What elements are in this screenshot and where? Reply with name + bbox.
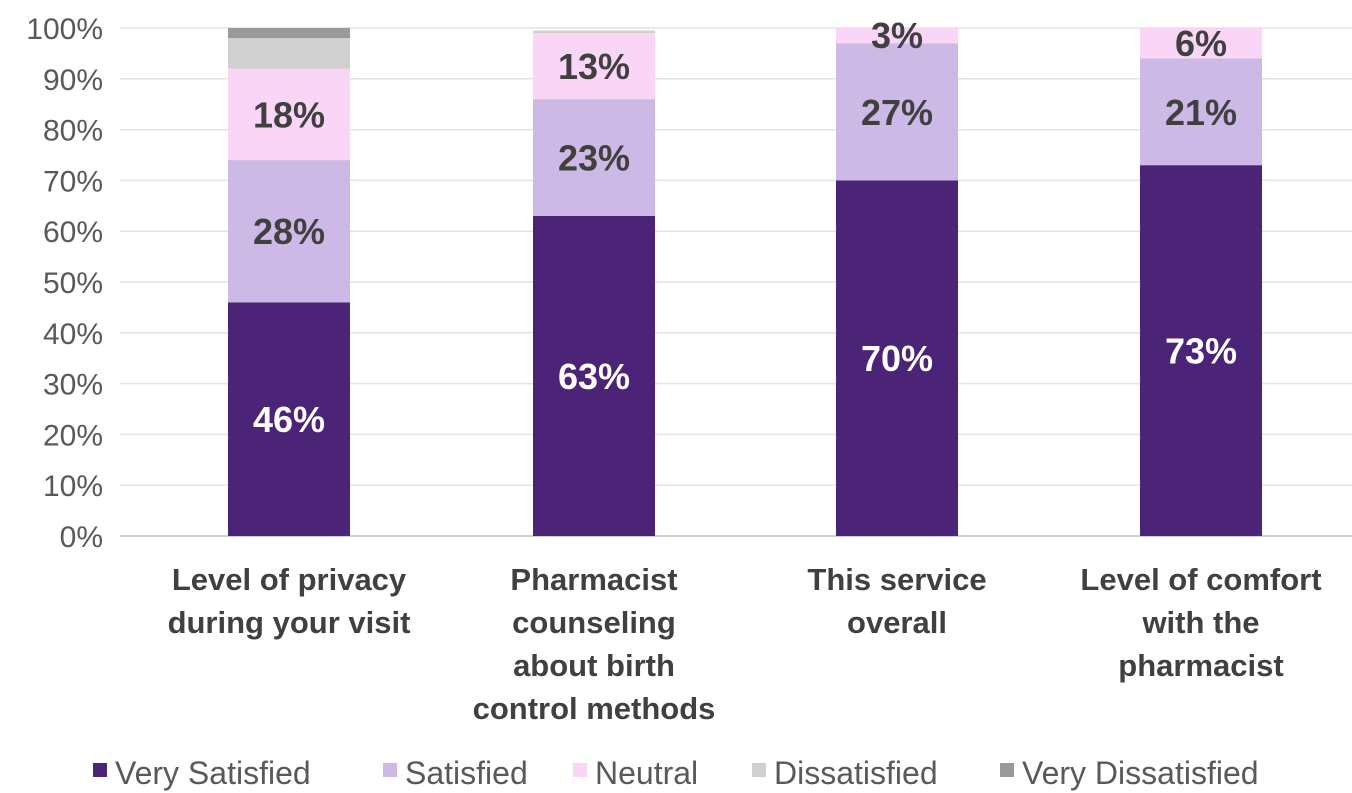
bar-segment-very-satisfied (228, 302, 350, 536)
bar-segment-very-satisfied (533, 215, 655, 536)
x-category-label-line: This service (807, 562, 986, 597)
legend-label: Very Dissatisfied (1022, 755, 1259, 791)
x-category-label-line: overall (847, 605, 947, 640)
x-category-label: Level of privacy during your visit (168, 562, 411, 640)
y-tick-label: 10% (43, 470, 103, 503)
legend-label: Satisfied (405, 755, 528, 791)
x-category-label: This service overall (807, 562, 986, 640)
legend-swatch (573, 763, 587, 777)
x-category-label: Pharmacist counseling about birth control m… (473, 562, 716, 726)
bar-segment-neutral (228, 68, 350, 161)
bar-segment-dissatisfied (228, 38, 350, 69)
x-category-label-line: Level of comfort (1080, 562, 1321, 597)
y-axis: 0% 10% 20% 30% 40% 50% 60% 70% 80% 90% 100% (26, 13, 103, 554)
bar-segment-satisfied (533, 99, 655, 216)
bar-segment-very-satisfied (1140, 165, 1262, 536)
data-label: 18% (253, 94, 325, 135)
x-category-label-line: during your visit (168, 605, 411, 640)
y-tick-label: 30% (43, 369, 103, 402)
legend-swatch (1000, 763, 1014, 777)
legend-label: Neutral (595, 755, 698, 791)
y-tick-label: 70% (43, 165, 103, 198)
bar-segment-very-satisfied (836, 180, 958, 536)
data-label: 6% (1175, 23, 1227, 64)
x-category-label: Level of comfort with the pharmacist (1080, 562, 1321, 683)
x-category-label-line: about birth (513, 648, 675, 683)
data-label: 70% (861, 338, 933, 379)
legend: Very Satisfied Satisfied Neutral Dissatisfi… (93, 755, 1259, 791)
data-label: 21% (1165, 92, 1237, 133)
bar-segment-satisfied (836, 43, 958, 181)
y-tick-label: 20% (43, 419, 103, 452)
y-tick-label: 100% (26, 13, 103, 46)
data-label: 63% (558, 356, 630, 397)
x-category-label-line: control methods (473, 691, 716, 726)
legend-label: Dissatisfied (774, 755, 938, 791)
bar-segment-satisfied (228, 160, 350, 303)
y-tick-label: 60% (43, 216, 103, 249)
bar-segment-neutral (1140, 28, 1262, 59)
x-category-label-line: with the (1141, 605, 1259, 640)
bar-segment-neutral (836, 28, 958, 44)
data-labels: 46% 28% 18% 63% 23% 13% 70% 27% 3% 73% 21% 6% (253, 15, 1237, 440)
x-category-label-line: Level of privacy (172, 562, 407, 597)
x-category-label-line: Pharmacist (510, 562, 677, 597)
data-label: 27% (861, 92, 933, 133)
data-label: 28% (253, 211, 325, 252)
legend-swatch (752, 763, 766, 777)
x-category-label-line: pharmacist (1118, 648, 1283, 683)
bar-segment-dissatisfied (533, 30, 655, 34)
bar-segment-very-dissatisfied (228, 28, 350, 39)
y-tick-label: 0% (60, 521, 103, 554)
data-label: 73% (1165, 331, 1237, 372)
data-label: 3% (871, 15, 923, 56)
y-tick-label: 50% (43, 267, 103, 300)
bar-segment-satisfied (1140, 58, 1262, 166)
x-category-label-line: counseling (512, 605, 676, 640)
data-label: 23% (558, 138, 630, 179)
x-axis: Level of privacy during your visit Pharmac… (168, 562, 1322, 726)
legend-label: Very Satisfied (115, 755, 311, 791)
y-tick-label: 80% (43, 115, 103, 148)
data-label: 13% (558, 46, 630, 87)
bar-segment-neutral (533, 33, 655, 100)
data-label: 46% (253, 399, 325, 440)
y-tick-label: 90% (43, 64, 103, 97)
legend-swatch (383, 763, 397, 777)
y-tick-label: 40% (43, 318, 103, 351)
legend-swatch (93, 763, 107, 777)
bars (228, 28, 1262, 536)
